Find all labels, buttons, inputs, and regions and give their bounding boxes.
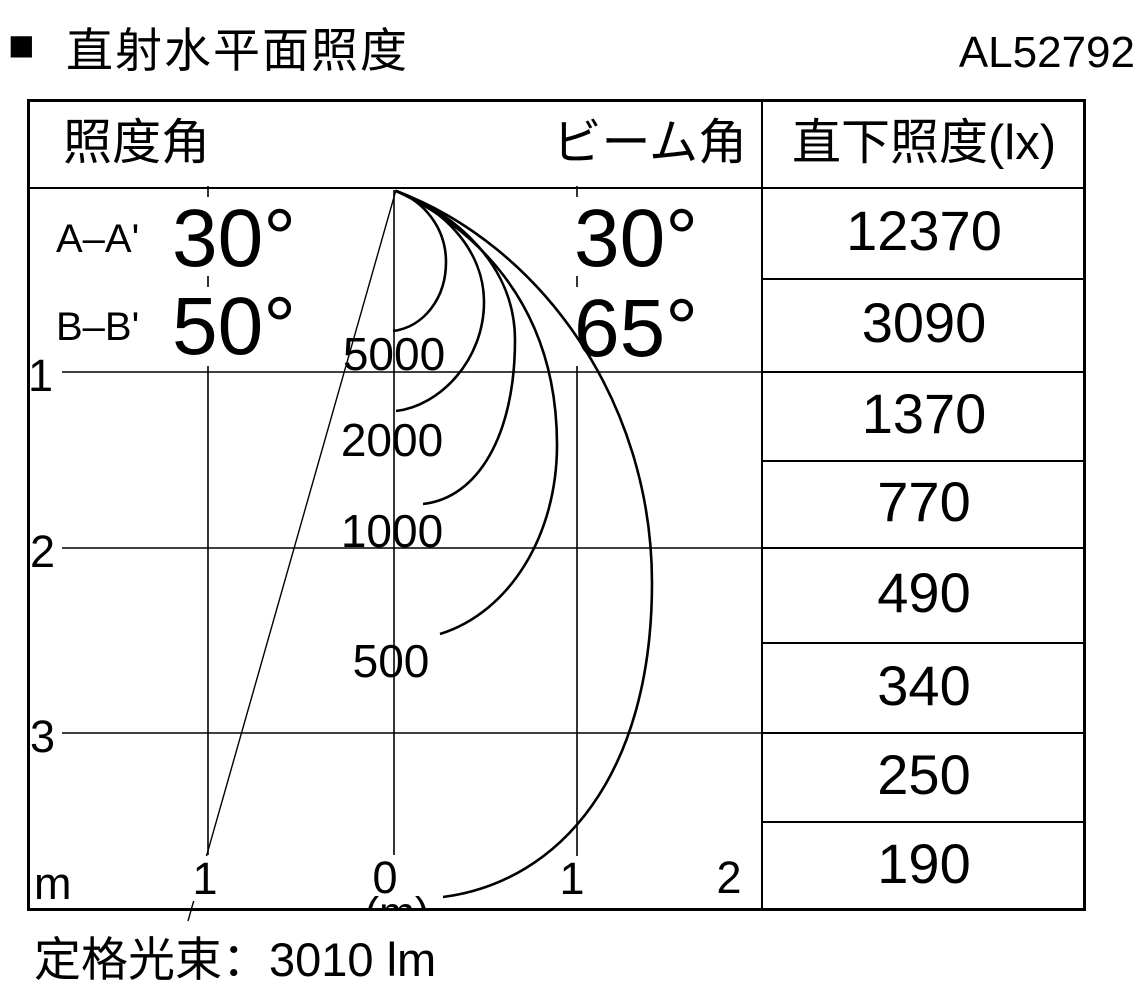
header-illuminance-angle: 照度角 bbox=[63, 116, 211, 170]
axis-label-bb: B–B' bbox=[56, 305, 140, 349]
header-divider bbox=[27, 187, 1086, 189]
illuminance-value-row: 3090 bbox=[861, 291, 987, 354]
column-divider bbox=[761, 99, 763, 911]
model-number: AL52792 bbox=[958, 28, 1135, 77]
row-divider bbox=[761, 732, 1086, 734]
y-tick-2: 2 bbox=[30, 526, 56, 577]
beam-angle-bb-value: 65° bbox=[573, 283, 698, 374]
row-divider bbox=[761, 642, 1086, 644]
y-tick-1: 1 bbox=[28, 350, 54, 401]
illuminance-value-row: 340 bbox=[877, 654, 971, 717]
beam-angle-diagonal-line bbox=[187, 189, 397, 922]
isolux-curve-500 bbox=[395, 189, 559, 636]
illuminance-value-row: 250 bbox=[877, 743, 971, 806]
header-direct-illuminance: 直下照度(lx) bbox=[791, 116, 1057, 170]
y-axis-unit: m bbox=[34, 858, 72, 909]
row-divider bbox=[761, 371, 1086, 373]
table-border-bottom bbox=[27, 908, 1086, 911]
x-tick-right-1: 1 bbox=[553, 856, 591, 901]
curve-label-1000: 1000 bbox=[340, 505, 444, 557]
row-divider bbox=[761, 547, 1086, 549]
horizontal-gridlines bbox=[62, 371, 761, 734]
illuminance-value-row: 12370 bbox=[846, 199, 1002, 262]
page-title: 直射水平面照度 bbox=[66, 24, 409, 77]
isolux-curve-5000 bbox=[392, 189, 448, 333]
header-beam-angle: ビーム角 bbox=[552, 116, 747, 170]
x-tick-left-1: 1 bbox=[186, 856, 224, 901]
illuminance-value-row: 1370 bbox=[861, 382, 987, 445]
y-tick-3: 3 bbox=[30, 711, 56, 762]
illuminance-angle-bb-value: 50° bbox=[171, 281, 296, 372]
x-tick-2: 2 bbox=[709, 855, 749, 900]
row-divider bbox=[761, 278, 1086, 280]
illuminance-value-row: 190 bbox=[877, 832, 971, 895]
row-divider bbox=[761, 460, 1086, 462]
row-divider bbox=[761, 821, 1086, 823]
beam-angle-aa-value: 30° bbox=[573, 193, 698, 284]
x-tick-0: 0 bbox=[365, 855, 405, 900]
vertical-gridlines bbox=[207, 186, 578, 857]
x-axis-unit-clipped: (m) bbox=[350, 892, 444, 909]
illuminance-angle-aa-value: 30° bbox=[171, 193, 296, 284]
rated-luminous-flux: 定格光束：3010 lm bbox=[34, 933, 437, 986]
illuminance-value-row: 770 bbox=[877, 470, 971, 533]
illuminance-value-row: 490 bbox=[877, 561, 971, 624]
isolux-curves bbox=[392, 189, 654, 899]
table-border-top bbox=[27, 99, 1086, 102]
curve-label-5000: 5000 bbox=[342, 328, 446, 380]
isolux-curve-1000 bbox=[395, 189, 517, 506]
x-axis-unit-text: (m) bbox=[350, 892, 444, 909]
isolux-curve-outer bbox=[395, 189, 654, 899]
axis-label-aa: A–A' bbox=[56, 217, 140, 261]
curve-label-500: 500 bbox=[352, 635, 430, 687]
table-border-left bbox=[27, 99, 30, 911]
table-border-right bbox=[1083, 99, 1086, 911]
curve-label-2000: 2000 bbox=[340, 414, 444, 466]
section-marker-icon: ■ bbox=[8, 21, 35, 70]
